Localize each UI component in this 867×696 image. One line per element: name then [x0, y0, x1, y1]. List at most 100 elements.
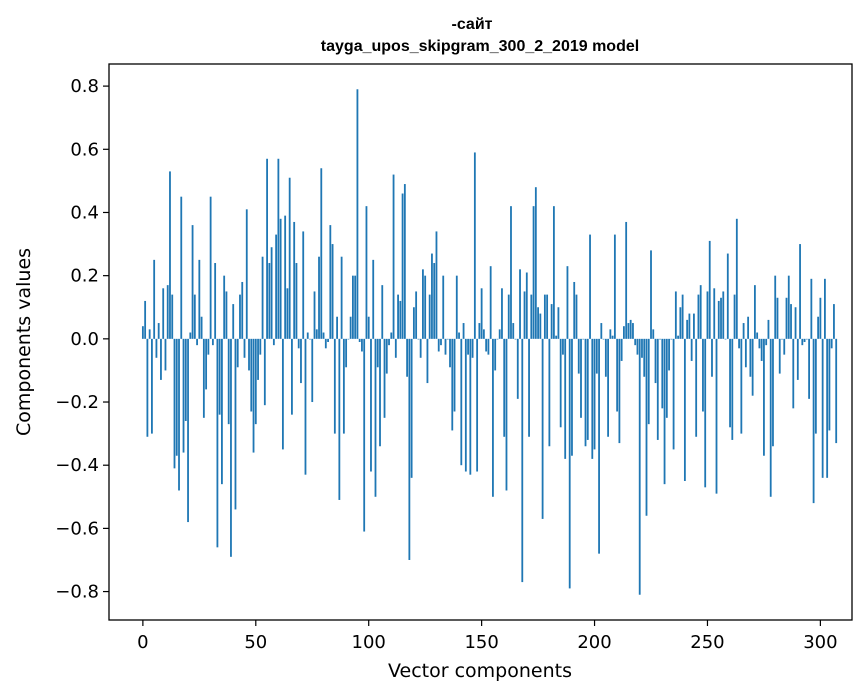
bar-194: [580, 338, 582, 418]
bar-92: [349, 316, 352, 339]
bar-68: [295, 263, 298, 339]
bar-19: [184, 338, 187, 421]
bar-166: [516, 338, 519, 399]
bar-286: [787, 275, 790, 339]
bar-175: [537, 307, 539, 339]
bar-259: [726, 253, 729, 339]
bar-43: [239, 294, 241, 339]
bar-300: [819, 297, 822, 339]
bar-96: [358, 338, 361, 342]
y-tick-label: 0.4: [70, 202, 99, 223]
bar-262: [733, 294, 736, 339]
bar-44: [241, 281, 244, 339]
bar-73: [306, 332, 309, 339]
bar-12: [169, 171, 171, 339]
bar-269: [749, 338, 752, 377]
bar-139: [455, 275, 458, 339]
bar-187: [564, 338, 567, 459]
bar-134: [444, 338, 447, 355]
bar-247: [699, 285, 702, 339]
bar-164: [512, 323, 515, 339]
bar-250: [706, 291, 709, 339]
bar-283: [781, 338, 783, 340]
bar-274: [760, 338, 763, 361]
bar-255: [717, 300, 720, 339]
bar-169: [523, 291, 526, 339]
bar-154: [489, 266, 492, 339]
bar-305: [830, 338, 833, 349]
bar-137: [451, 338, 454, 431]
bar-151: [482, 329, 485, 339]
bar-296: [810, 278, 813, 339]
bar-132: [440, 338, 442, 346]
bar-287: [790, 304, 792, 339]
bar-54: [263, 338, 266, 406]
bar-15: [175, 338, 178, 456]
bar-275: [763, 338, 765, 456]
bar-86: [336, 316, 338, 339]
bar-282: [778, 338, 781, 374]
bar-104: [376, 338, 379, 368]
bar-218: [634, 338, 637, 346]
bar-231: [663, 338, 666, 485]
bar-173: [532, 206, 535, 339]
bar-243: [690, 338, 693, 361]
bar-49: [252, 338, 255, 453]
bar-195: [582, 338, 585, 340]
bar-225: [650, 250, 652, 339]
bar-77: [315, 329, 318, 339]
bar-179: [546, 294, 549, 339]
bar-110: [390, 332, 393, 339]
bar-153: [487, 338, 490, 355]
bar-207: [609, 329, 612, 339]
bar-293: [803, 338, 806, 342]
bar-109: [388, 338, 390, 346]
bar-99: [365, 206, 368, 339]
bar-87: [338, 338, 341, 500]
bar-42: [236, 338, 239, 368]
bar-95: [356, 89, 359, 339]
bar-178: [543, 294, 546, 339]
bar-136: [449, 338, 451, 368]
x-tick-label: 250: [690, 632, 724, 653]
bar-210: [616, 338, 619, 412]
bar-227: [654, 338, 657, 384]
bar-103: [374, 338, 377, 497]
bar-124: [422, 269, 424, 339]
bar-76: [313, 291, 316, 339]
bar-230: [661, 338, 664, 409]
bar-146: [471, 338, 474, 358]
bar-246: [697, 294, 700, 339]
bar-284: [783, 338, 786, 355]
bar-190: [571, 338, 573, 456]
bar-13: [171, 294, 174, 339]
bar-289: [794, 307, 797, 339]
bar-60: [277, 158, 280, 339]
bar-140: [458, 332, 460, 339]
bar-245: [695, 338, 698, 437]
bar-40: [232, 304, 235, 339]
bar-4: [151, 338, 153, 434]
bar-214: [625, 221, 628, 339]
bar-152: [485, 338, 488, 352]
bar-256: [720, 297, 722, 339]
bar-98: [363, 338, 366, 532]
bar-119: [410, 338, 413, 478]
bar-197: [586, 338, 589, 440]
bar-290: [796, 338, 799, 380]
bar-200: [593, 338, 596, 450]
bar-85: [333, 338, 336, 434]
bar-184: [557, 307, 560, 339]
bar-120: [412, 307, 415, 339]
bar-299: [817, 316, 820, 339]
bar-201: [595, 338, 598, 374]
bar-97: [361, 338, 363, 352]
bar-28: [205, 338, 208, 390]
bar-196: [584, 338, 587, 447]
bar-127: [428, 294, 431, 339]
bar-268: [747, 316, 750, 339]
bar-105: [379, 338, 381, 447]
bar-138: [453, 338, 456, 412]
x-tick-label: 0: [137, 632, 148, 653]
bar-72: [304, 338, 307, 475]
